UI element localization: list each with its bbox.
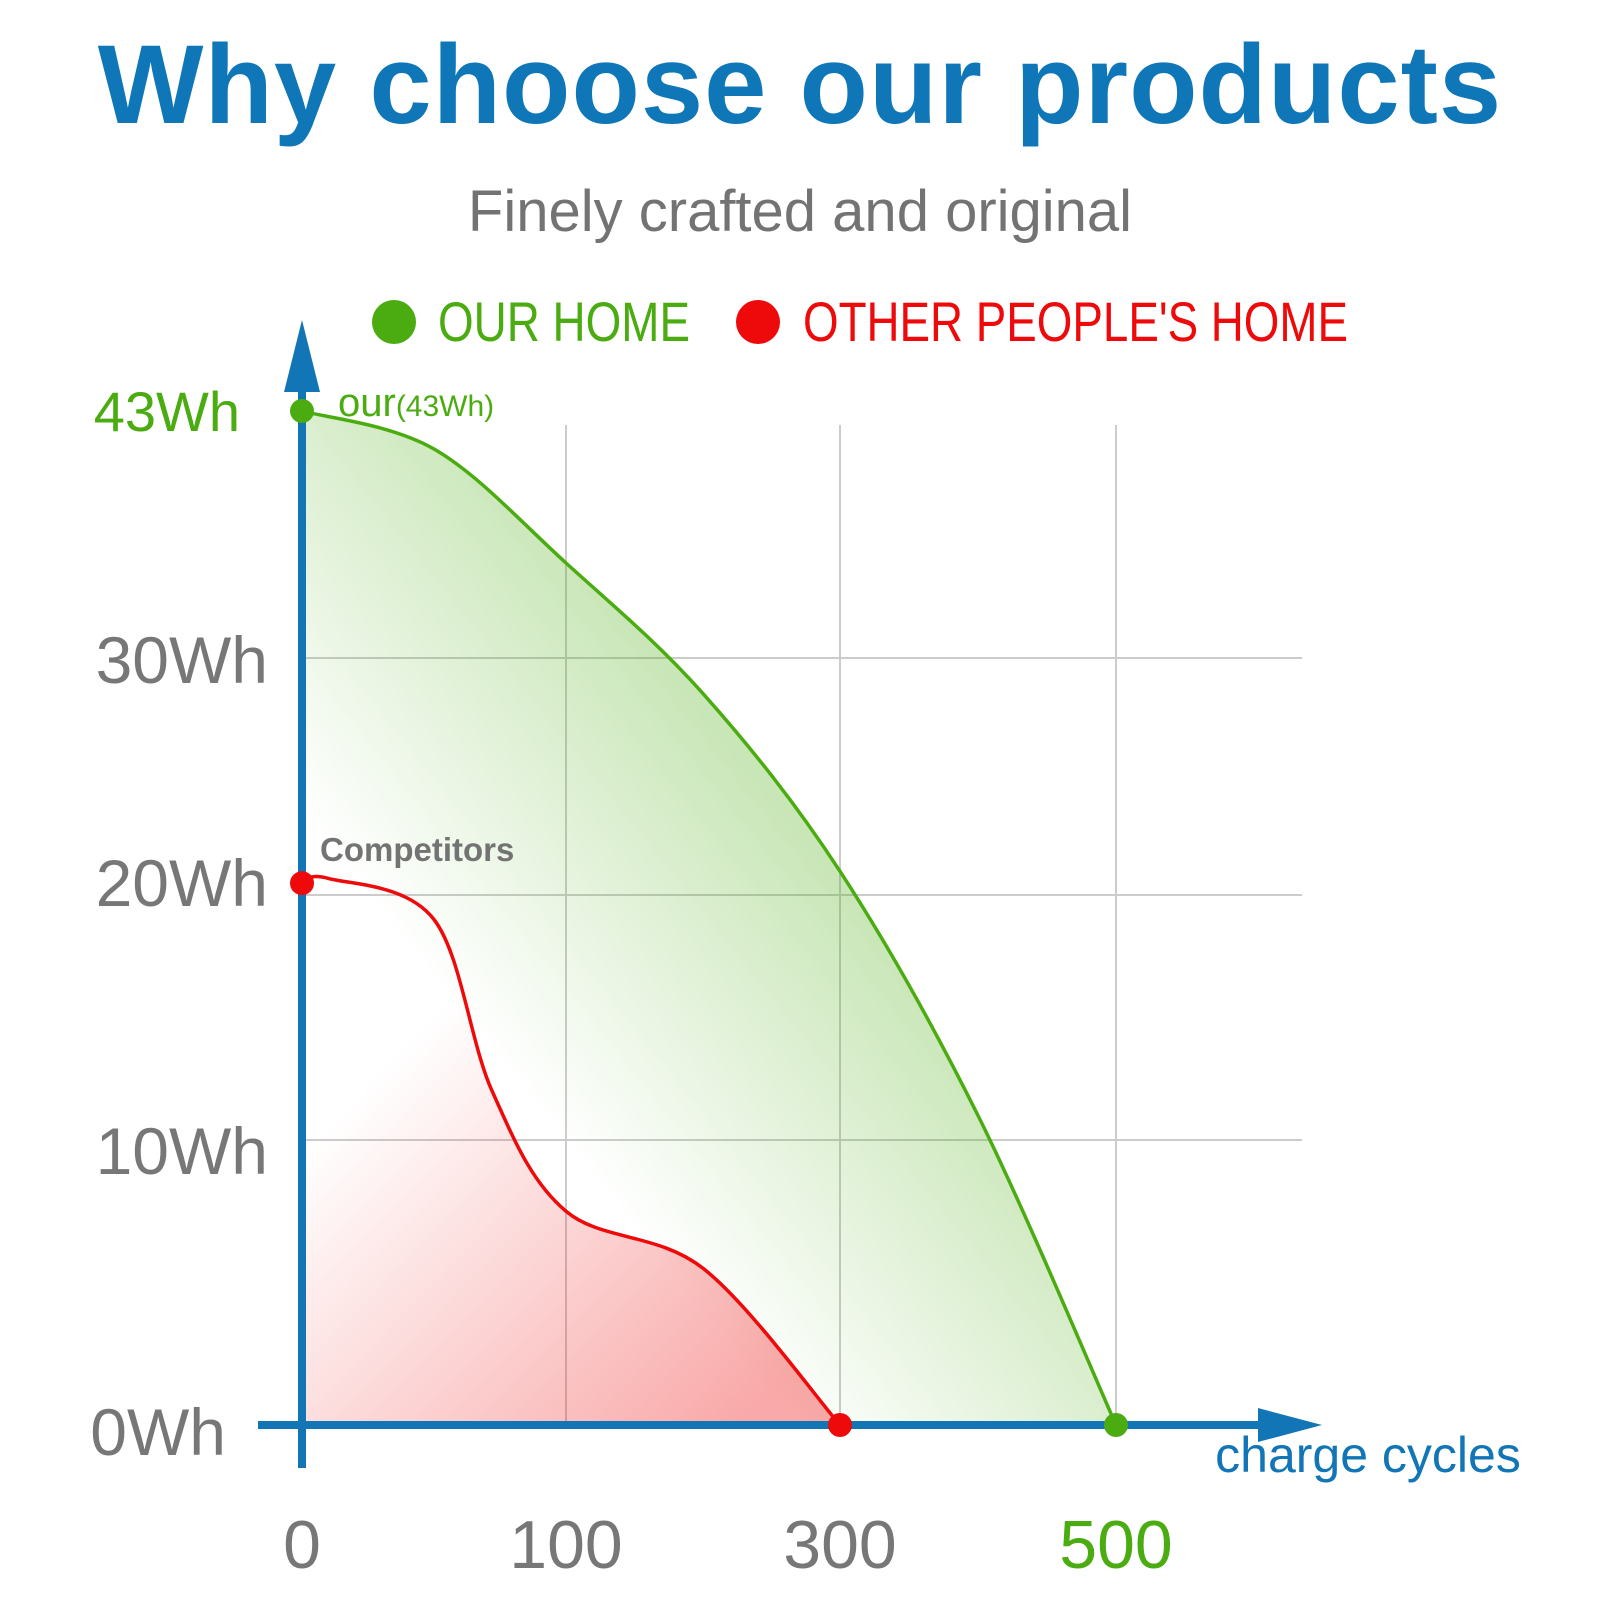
x-tick-label: 500 [1059, 1507, 1172, 1583]
annotation-our-value: (43Wh) [396, 390, 494, 423]
legend-marker-competitor [736, 300, 780, 344]
x-tick-label: 100 [509, 1507, 622, 1583]
x-tick-label: 0 [283, 1507, 321, 1583]
end-point-ours [1104, 1413, 1128, 1437]
axes [258, 320, 1322, 1468]
legend-marker-ours [372, 300, 416, 344]
legend-label-ours: OUR HOME [438, 290, 690, 353]
annotation-our: our(43Wh) [338, 381, 494, 425]
y-tick-label: 0Wh [90, 1395, 226, 1469]
legend-label-competitor: OTHER PEOPLE'S HOME [803, 290, 1348, 353]
page-title: Why choose our products [97, 22, 1503, 147]
area-fill-competitor [302, 876, 840, 1425]
chart-markers [290, 399, 1128, 1437]
annotation-competitors: Competitors [320, 831, 514, 868]
legend: OUR HOME OTHER PEOPLE'S HOME [372, 290, 1348, 353]
start-point-ours [290, 399, 314, 423]
y-axis-arrow [284, 320, 320, 392]
y-tick-label: 30Wh [96, 623, 268, 697]
chart-areas [301, 409, 1118, 1427]
y-tick-label: 10Wh [96, 1114, 268, 1188]
series-line-ours [301, 409, 1118, 1426]
y-tick-label: 43Wh [94, 380, 240, 443]
x-axis-arrow [1258, 1408, 1322, 1442]
y-tick-label: 20Wh [96, 846, 268, 920]
x-tick-labels: 0 100 300 500 [283, 1507, 1173, 1583]
x-tick-label: 300 [783, 1507, 896, 1583]
end-point-competitor [828, 1413, 852, 1437]
x-axis-label: charge cycles [1215, 1427, 1521, 1483]
y-tick-labels: 0Wh 10Wh 20Wh 30Wh 43Wh [90, 380, 268, 1469]
page-subtitle: Finely crafted and original [467, 179, 1133, 244]
series-line-competitor [301, 874, 842, 1427]
annotation-our-label: our [338, 381, 396, 425]
start-point-competitor [290, 871, 314, 896]
